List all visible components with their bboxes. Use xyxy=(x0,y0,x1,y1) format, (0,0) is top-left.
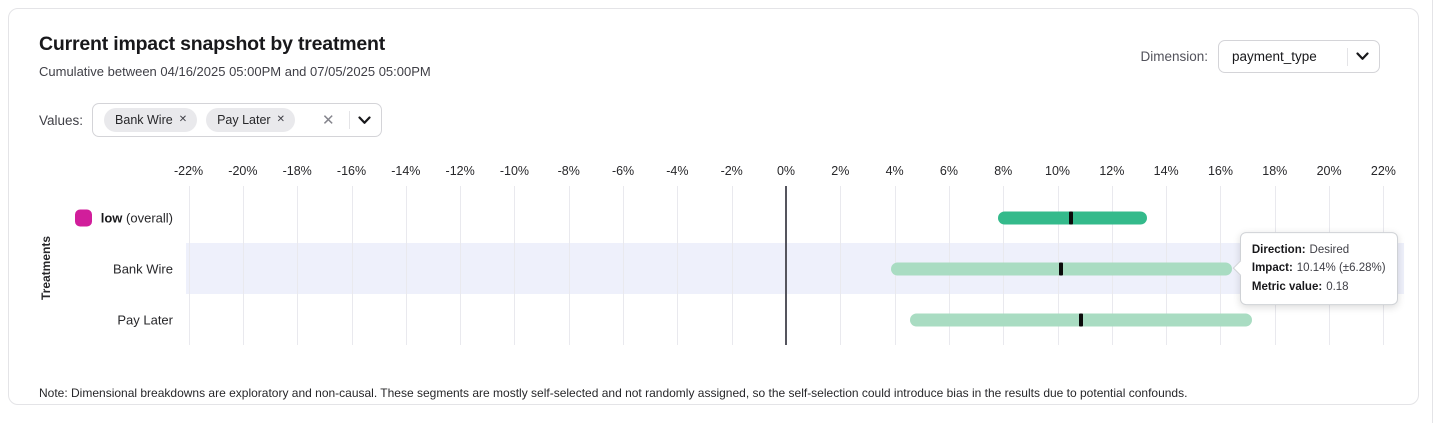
axis-tick-label: 6% xyxy=(939,164,958,178)
chip-remove-icon[interactable]: ✕ xyxy=(178,114,188,125)
gridline xyxy=(568,186,570,345)
viewport-edge-line xyxy=(1432,0,1433,423)
values-filter: Values: Bank Wire ✕ Pay Later ✕ ✕ xyxy=(39,103,382,137)
chevron-down-icon[interactable] xyxy=(357,115,371,125)
clear-all-icon[interactable]: ✕ xyxy=(321,111,335,129)
axis-tick-label: -16% xyxy=(336,164,367,178)
tooltip-direction: Direction: Desired xyxy=(1251,243,1350,256)
impact-marker xyxy=(1078,313,1083,326)
axis-tick-label: 18% xyxy=(1262,164,1288,178)
axis-tick-label: 8% xyxy=(994,164,1013,178)
axis-tick-label: 2% xyxy=(831,164,850,178)
chevron-down-icon[interactable] xyxy=(1356,52,1369,61)
axis-tick-label: -6% xyxy=(611,164,635,178)
legend-swatch xyxy=(74,209,92,226)
dimension-select[interactable]: payment_type xyxy=(1218,40,1380,73)
row-label-text: Pay Later xyxy=(117,312,173,327)
impact-marker xyxy=(1059,262,1064,275)
axis-tick-label: 0% xyxy=(776,164,796,178)
gridline xyxy=(514,186,516,345)
gridline xyxy=(623,186,625,345)
axis-tick-label: 20% xyxy=(1316,164,1342,178)
row-label-text: low (overall) xyxy=(100,210,173,225)
axis-tick-label: 4% xyxy=(885,164,904,178)
axis-tick-label: -10% xyxy=(499,164,530,178)
chip-label: Pay Later xyxy=(217,113,271,127)
value-chip-pay-later[interactable]: Pay Later ✕ xyxy=(206,108,295,132)
dimension-label: Dimension: xyxy=(1140,49,1208,64)
row-label-low: low (overall) xyxy=(0,209,173,226)
axis-tick-label: 16% xyxy=(1207,164,1233,178)
axis-tick-label: -22% xyxy=(173,164,204,178)
value-chip-bank-wire[interactable]: Bank Wire ✕ xyxy=(104,108,198,132)
divider xyxy=(1347,47,1348,66)
tooltip-metric-value: Metric value: 0.18 xyxy=(1251,280,1349,293)
divider xyxy=(348,111,350,129)
gridline xyxy=(351,186,353,345)
axis-tick-label: -14% xyxy=(391,164,421,178)
gridline xyxy=(242,186,244,345)
gridline xyxy=(188,186,190,345)
axis-tick-label: -4% xyxy=(666,164,689,178)
impact-marker xyxy=(1069,211,1074,224)
zero-baseline xyxy=(785,186,787,345)
page-title: Current impact snapshot by treatment xyxy=(39,33,386,55)
gridline xyxy=(405,186,407,345)
values-multiselect[interactable]: Bank Wire ✕ Pay Later ✕ ✕ xyxy=(92,103,382,137)
gridline xyxy=(297,186,299,345)
gridline xyxy=(677,186,679,345)
axis-tick-label: 14% xyxy=(1153,164,1179,178)
axis-tick-label: -2% xyxy=(720,164,743,178)
row-label-text: Bank Wire xyxy=(113,261,173,276)
tooltip-impact: Impact: 10.14% (±6.28%) xyxy=(1251,262,1386,275)
axis-tick-label: -12% xyxy=(445,164,475,178)
gridline xyxy=(460,186,462,345)
dimension-selected-value: payment_type xyxy=(1232,49,1317,64)
date-range-subtitle: Cumulative between 04/16/2025 05:00PM an… xyxy=(39,64,431,79)
chip-label: Bank Wire xyxy=(115,113,173,127)
disclaimer-note: Note: Dimensional breakdowns are explora… xyxy=(39,386,1188,400)
gridline xyxy=(840,186,842,345)
axis-tick-label: -20% xyxy=(228,164,258,178)
dimension-control: Dimension: payment_type xyxy=(1140,40,1380,73)
axis-tick-label: 12% xyxy=(1099,164,1125,178)
chip-remove-icon[interactable]: ✕ xyxy=(276,114,285,125)
axis-tick-label: -8% xyxy=(557,164,580,178)
row-label-pay-later: Pay Later xyxy=(0,312,173,327)
gridline xyxy=(731,186,733,345)
row-label-bank-wire: Bank Wire xyxy=(0,261,173,276)
bar-tooltip: Direction: Desired Impact: 10.14% (±6.28%)… xyxy=(1239,231,1398,306)
axis-tick-label: 10% xyxy=(1045,164,1071,178)
axis-tick-label: 22% xyxy=(1370,164,1396,178)
axis-tick-label: -18% xyxy=(282,164,312,178)
values-label: Values: xyxy=(39,112,84,128)
